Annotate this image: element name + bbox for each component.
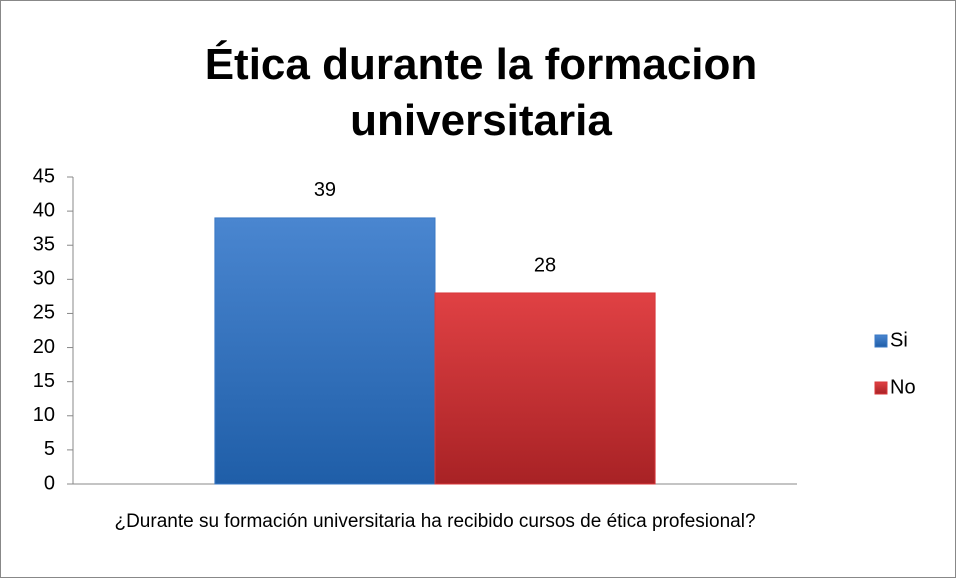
y-tick-label: 15: [33, 370, 55, 392]
y-tick-label: 35: [33, 234, 55, 256]
y-tick-label: 25: [33, 302, 55, 324]
y-tick-label: 10: [33, 404, 55, 426]
legend-label: Si: [890, 329, 908, 351]
legend-label: No: [890, 376, 916, 398]
y-tick-label: 45: [33, 165, 55, 187]
x-tick-label: ¿Durante su formación universitaria ha r…: [114, 511, 756, 532]
bar: [434, 292, 656, 485]
y-tick-label: 0: [44, 472, 55, 494]
chart-title: Ética durante la formacion universitaria: [204, 40, 758, 145]
y-tick-label: 40: [33, 199, 55, 221]
legend-swatch: [874, 381, 888, 395]
legend-swatch: [874, 334, 888, 348]
y-tick-label: 5: [44, 438, 55, 460]
y-tick-label: 30: [33, 268, 55, 290]
data-label: 39: [314, 179, 336, 201]
data-label: 28: [534, 254, 556, 276]
y-tick-label: 20: [33, 336, 55, 358]
bar: [214, 217, 436, 485]
